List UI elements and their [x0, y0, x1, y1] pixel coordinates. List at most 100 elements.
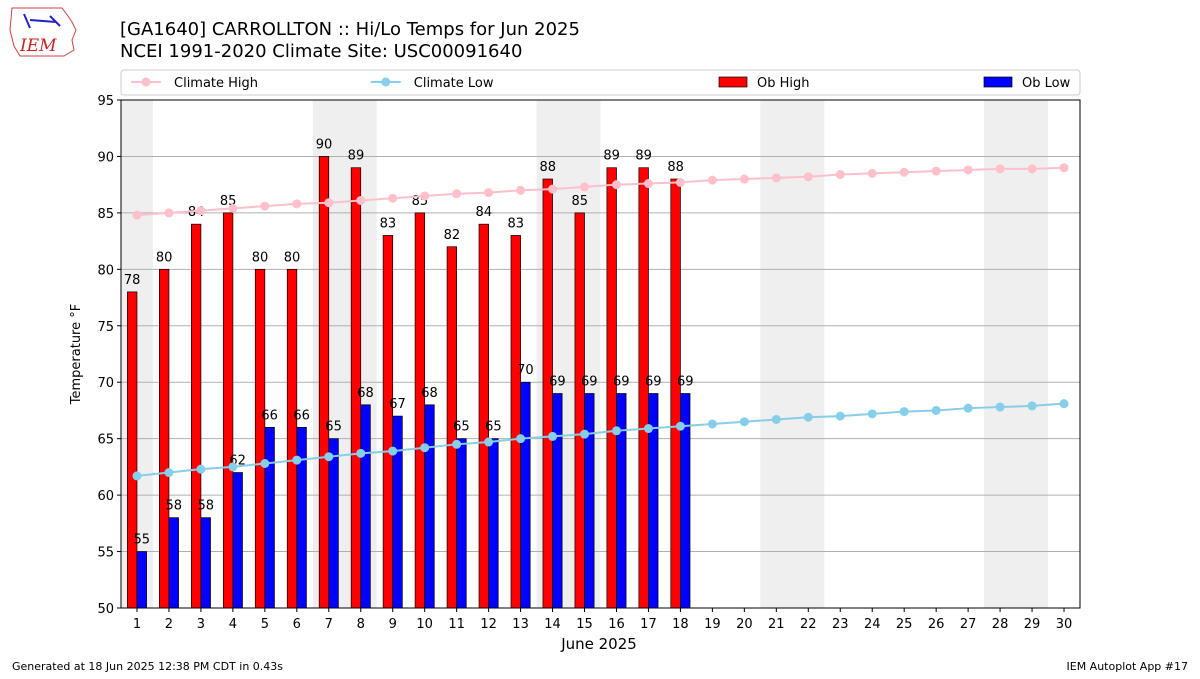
point [835, 411, 845, 421]
bar [382, 235, 394, 609]
bar [328, 438, 339, 609]
y-tick-label: 80 [97, 263, 114, 278]
point [356, 448, 366, 458]
point [771, 414, 781, 424]
bar [616, 393, 627, 609]
data-label: 65 [453, 420, 470, 435]
data-label: 69 [677, 375, 694, 390]
bar [254, 268, 266, 609]
bar [424, 404, 435, 609]
y-tick-label: 95 [97, 94, 114, 109]
x-tick-label: 19 [704, 617, 721, 632]
point [707, 419, 717, 429]
point [931, 166, 941, 176]
bar [264, 427, 275, 609]
bar [478, 223, 489, 609]
bar [159, 268, 170, 609]
x-tick-label: 2 [165, 617, 173, 632]
bar [414, 212, 426, 609]
point [931, 405, 941, 415]
data-label: 65 [485, 420, 502, 435]
bar [200, 517, 211, 609]
x-tick-label: 14 [544, 617, 561, 632]
data-label: 67 [389, 397, 406, 412]
x-axis-label: June 2025 [560, 635, 637, 653]
x-tick-label: 25 [896, 617, 913, 632]
point [324, 452, 334, 462]
legend-box [120, 69, 1081, 96]
point [739, 417, 749, 427]
x-tick-label: 18 [672, 617, 689, 632]
x-tick-label: 5 [261, 617, 269, 632]
data-label: 82 [444, 228, 461, 243]
point [675, 421, 685, 431]
x-tick-label: 13 [512, 617, 529, 632]
point [1059, 163, 1069, 173]
data-label: 69 [645, 375, 662, 390]
data-label: 69 [581, 375, 598, 390]
data-label: 83 [380, 216, 397, 231]
point [643, 179, 653, 189]
data-label: 65 [325, 420, 342, 435]
x-tick-label: 8 [357, 617, 365, 632]
data-label: 88 [539, 160, 556, 175]
chart-subtitle: NCEI 1991-2020 Climate Site: USC00091640 [120, 41, 522, 62]
y-tick-label: 50 [97, 602, 114, 617]
x-tick-label: 17 [640, 617, 657, 632]
data-label: 80 [156, 250, 173, 265]
point [963, 165, 973, 175]
x-tick-label: 21 [768, 617, 785, 632]
point [324, 198, 334, 208]
y-axis-label: Temperature °F [69, 304, 84, 405]
point [739, 174, 749, 184]
point [643, 424, 653, 434]
y-tick-label: 70 [97, 376, 114, 391]
bar [574, 212, 585, 609]
data-label: 89 [603, 149, 620, 164]
point [228, 462, 238, 472]
data-label: 80 [284, 250, 301, 265]
point [963, 403, 973, 413]
x-tick-label: 4 [229, 617, 237, 632]
point [1027, 164, 1037, 174]
point [548, 184, 558, 194]
bar [520, 381, 531, 609]
point [260, 201, 270, 211]
point [995, 402, 1005, 412]
bar [670, 178, 681, 609]
point [580, 429, 590, 439]
bar [190, 223, 202, 609]
line [136, 402, 1065, 477]
x-tick-label: 10 [416, 617, 433, 632]
legend-label: Ob Low [1022, 76, 1071, 91]
bar [222, 212, 234, 609]
data-label: 89 [348, 149, 365, 164]
bar [584, 393, 595, 609]
point [196, 206, 206, 216]
point [164, 468, 174, 478]
y-tick-label: 90 [97, 150, 114, 165]
point [771, 173, 781, 183]
point [260, 459, 270, 469]
point [899, 407, 909, 417]
point [196, 464, 206, 474]
point [132, 210, 142, 220]
data-label: 70 [517, 363, 534, 378]
logo-text: IEM [19, 36, 57, 56]
point [1027, 401, 1037, 411]
point [803, 172, 813, 182]
x-tick-label: 26 [928, 617, 945, 632]
point [707, 175, 717, 185]
x-tick-label: 7 [325, 617, 333, 632]
data-label: 84 [476, 205, 493, 220]
y-tick-label: 75 [97, 320, 114, 335]
point [611, 426, 621, 436]
bar [456, 438, 467, 609]
point [132, 471, 142, 481]
x-tick-label: 15 [576, 617, 593, 632]
y-tick-label: 85 [97, 207, 114, 222]
x-tick-label: 24 [864, 617, 881, 632]
x-tick-label: 1 [133, 617, 141, 632]
